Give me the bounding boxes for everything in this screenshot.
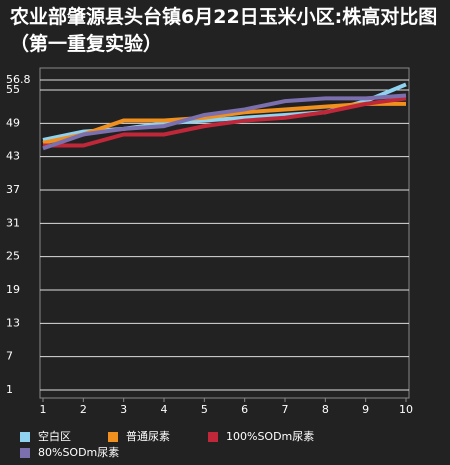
legend-label: 100%SODm尿素	[226, 430, 314, 443]
legend-swatch	[108, 432, 118, 442]
plot-frame	[39, 67, 410, 399]
x-tick-label: 8	[322, 403, 329, 416]
y-tick-label: 7	[6, 350, 13, 363]
y-tick-label: 56.8	[6, 73, 31, 86]
y-tick-label: 55	[6, 83, 20, 96]
x-tick-label: 7	[282, 403, 289, 416]
x-tick-label: 9	[362, 403, 369, 416]
series-line	[42, 101, 406, 145]
x-tick-label: 3	[120, 403, 127, 416]
x-tick-label: 4	[161, 403, 168, 416]
x-tick-label: 10	[399, 403, 413, 416]
x-tick-label: 1	[40, 403, 47, 416]
y-tick-label: 1	[6, 383, 13, 396]
y-tick-label: 13	[6, 316, 20, 329]
x-tick-label: 5	[201, 403, 208, 416]
y-tick-label: 37	[6, 183, 20, 196]
legend-label: 空白区	[38, 429, 71, 443]
legend-swatch	[208, 432, 218, 442]
y-tick-label: 25	[6, 250, 20, 263]
y-tick-label: 49	[6, 116, 20, 129]
y-tick-label: 19	[6, 283, 20, 296]
y-tick-label: 31	[6, 216, 20, 229]
chart-title: 农业部肇源县头台镇6月22日玉米小区:株高对比图（第一重复实验）	[10, 6, 438, 55]
legend-swatch	[20, 448, 30, 458]
y-tick-label: 43	[6, 150, 20, 163]
series-line	[42, 93, 407, 151]
legend-label: 80%SODm尿素	[38, 446, 119, 459]
x-tick-label: 2	[80, 403, 87, 416]
legend-label: 普通尿素	[126, 429, 170, 443]
series-line	[43, 96, 407, 148]
legend-swatch	[20, 432, 30, 442]
x-tick-label: 6	[241, 403, 248, 416]
